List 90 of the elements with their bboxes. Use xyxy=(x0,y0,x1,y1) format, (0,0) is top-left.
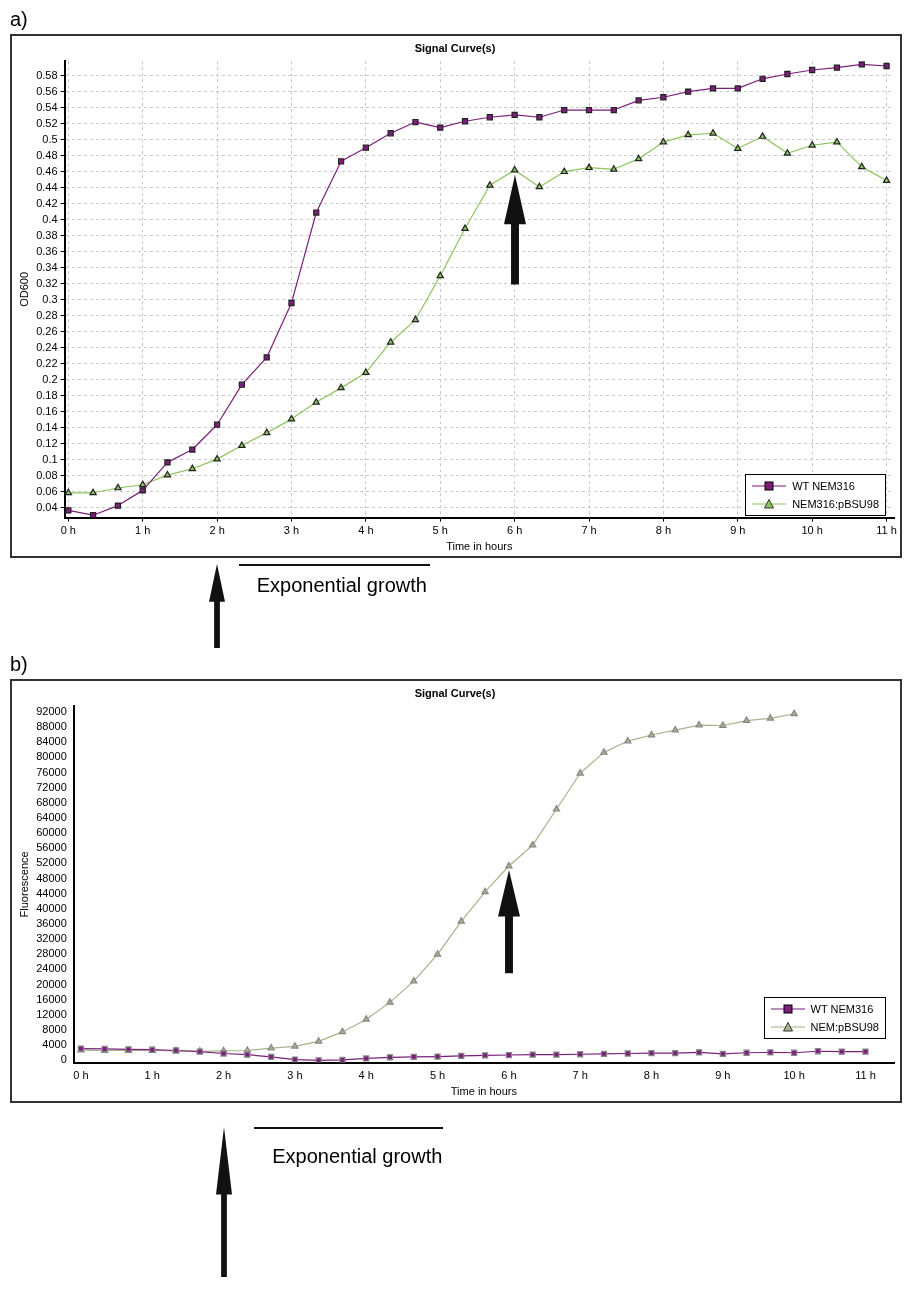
x-tick-label: 0 h xyxy=(73,1069,89,1082)
y-tick-label: 0.58 xyxy=(36,68,58,81)
x-tick-label: 7 h xyxy=(572,1069,588,1082)
y-tick-label: 0.46 xyxy=(36,164,58,177)
y-tick-label: 56000 xyxy=(36,841,67,854)
x-tick-label: 4 h xyxy=(358,524,374,537)
y-tick-label: 44000 xyxy=(36,886,67,899)
y-axis-title: Fluorescence xyxy=(17,851,30,918)
y-tick-label: 60000 xyxy=(36,826,67,839)
y-tick-label: 92000 xyxy=(36,704,67,717)
x-tick-label: 1 h xyxy=(144,1069,160,1082)
y-tick-label: 36000 xyxy=(36,917,67,930)
legend-label: NEM:pBSU98 xyxy=(810,1019,879,1035)
x-tick-label: 2 h xyxy=(215,1069,232,1082)
y-tick-label: 0.52 xyxy=(36,116,58,129)
x-axis-title: Time in hours xyxy=(446,540,513,553)
y-tick-label: 8000 xyxy=(42,1023,67,1036)
text: a) xyxy=(9,8,29,32)
legend-label: NEM316:pBSU98 xyxy=(792,496,879,512)
y-tick-label: 0.1 xyxy=(42,452,58,465)
y-tick-label: 0.2 xyxy=(42,372,58,385)
x-tick-label: 8 h xyxy=(655,524,672,537)
y-tick-label: 4000 xyxy=(42,1038,67,1051)
x-tick-label: 2 h xyxy=(209,524,225,537)
x-tick-label: 11 h xyxy=(876,524,897,537)
x-tick-label: 5 h xyxy=(429,1069,446,1082)
y-tick-label: 0.06 xyxy=(36,485,58,498)
y-tick-label: 76000 xyxy=(36,765,67,778)
x-tick-label: 5 h xyxy=(432,524,448,537)
y-tick-label: 48000 xyxy=(36,871,67,884)
x-tick-label: 6 h xyxy=(506,524,523,537)
y-tick-label: 28000 xyxy=(36,947,67,960)
y-tick-label: 0.14 xyxy=(36,420,58,433)
y-tick-label: 68000 xyxy=(36,795,67,808)
x-tick-label: 3 h xyxy=(287,1069,303,1082)
legend-label: WT NEM316 xyxy=(810,1001,874,1017)
x-tick-label: 0 h xyxy=(60,524,76,537)
text: b) xyxy=(9,653,29,677)
x-tick-label: 3 h xyxy=(283,524,300,537)
x-axis-title: Time in hours xyxy=(450,1085,518,1098)
legend-label: WT NEM316 xyxy=(792,478,855,494)
y-tick-label: 0.5 xyxy=(42,132,58,145)
text: Exponential growth xyxy=(272,1145,443,1168)
y-tick-label: 0.3 xyxy=(42,292,58,305)
y-tick-label: 0.38 xyxy=(36,228,58,241)
y-tick-label: 52000 xyxy=(36,856,67,869)
y-tick-label: 0.16 xyxy=(36,404,58,417)
y-tick-label: 0.34 xyxy=(36,260,58,273)
chart-title: Signal Curve(s) xyxy=(414,686,496,699)
y-tick-label: 0.36 xyxy=(36,244,58,257)
x-tick-label: 10 h xyxy=(783,1069,805,1082)
x-tick-label: 9 h xyxy=(715,1069,731,1082)
x-tick-label: 8 h xyxy=(643,1069,660,1082)
y-tick-label: 12000 xyxy=(36,1007,67,1020)
y-tick-label: 24000 xyxy=(36,962,67,975)
x-tick-label: 4 h xyxy=(358,1069,374,1082)
x-tick-label: 11 h xyxy=(855,1069,876,1082)
y-axis-title: OD600 xyxy=(17,271,30,307)
y-tick-label: 0.48 xyxy=(36,148,58,161)
y-tick-label: 0.22 xyxy=(36,356,58,369)
y-tick-label: 0.28 xyxy=(36,308,58,321)
y-tick-label: 0.4 xyxy=(42,212,58,225)
x-tick-label: 6 h xyxy=(501,1069,517,1082)
y-tick-label: 0.42 xyxy=(36,196,58,209)
y-tick-label: 72000 xyxy=(36,780,67,793)
y-tick-label: 0.26 xyxy=(36,324,58,337)
y-tick-label: 20000 xyxy=(36,977,67,990)
x-tick-label: 10 h xyxy=(801,524,823,537)
text: Exponential growth xyxy=(256,574,427,597)
y-tick-label: 80000 xyxy=(36,750,67,763)
y-tick-label: 88000 xyxy=(36,720,67,733)
y-tick-label: 0.12 xyxy=(36,436,58,449)
y-tick-label: 0.08 xyxy=(36,468,58,481)
x-tick-label: 7 h xyxy=(581,524,597,537)
y-tick-label: 0.18 xyxy=(36,388,58,401)
y-tick-label: 0.32 xyxy=(36,276,58,289)
y-tick-label: 0.54 xyxy=(36,100,58,113)
y-tick-label: 16000 xyxy=(36,992,67,1005)
x-tick-label: 9 h xyxy=(730,524,746,537)
y-tick-label: 0.04 xyxy=(36,501,58,514)
chart-title: Signal Curve(s) xyxy=(414,41,496,54)
y-tick-label: 0.44 xyxy=(36,180,58,193)
y-tick-label: 32000 xyxy=(36,932,67,945)
x-tick-label: 1 h xyxy=(135,524,151,537)
y-tick-label: 0 xyxy=(60,1053,67,1066)
y-tick-label: 84000 xyxy=(36,735,67,748)
y-tick-label: 0.56 xyxy=(36,84,58,97)
y-tick-label: 0.24 xyxy=(36,340,58,353)
y-tick-label: 64000 xyxy=(36,810,67,823)
y-tick-label: 40000 xyxy=(36,901,67,914)
